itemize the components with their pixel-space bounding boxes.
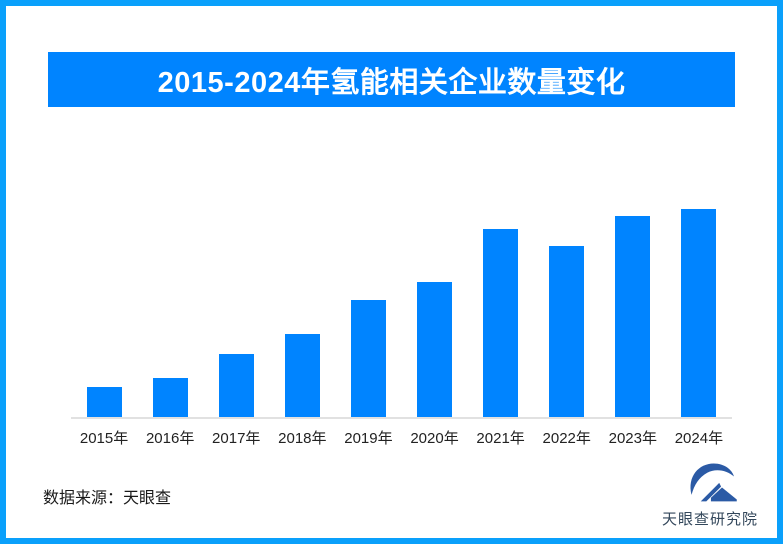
x-axis-tick-label: 2015年 (79, 430, 129, 447)
chart-title: 2015-2024年氢能相关企业数量变化 (157, 66, 626, 99)
bar-slot (335, 205, 401, 417)
bar-2019年 (350, 299, 386, 417)
bar-slot (534, 205, 600, 417)
x-axis-tick-label: 2017年 (212, 430, 261, 447)
bar-slot (666, 205, 732, 417)
x-axis-tick-label: 2021年 (476, 430, 525, 447)
bar-slot (401, 205, 467, 417)
x-axis-tick-label: 2019年 (344, 430, 393, 447)
x-axis-labels: 2015年 2016年 2017年 2018年 2019年 2020年 2021年 2022年… (71, 427, 732, 449)
bar-slot (71, 205, 137, 417)
chart-title-banner: 2015-2024年氢能相关企业数量变化 (48, 52, 735, 107)
x-axis-line (71, 417, 732, 419)
bar-2024年 (681, 209, 717, 417)
bar-slot (468, 205, 534, 417)
x-axis-tick-label: 2020年 (410, 430, 459, 447)
bar-2022年 (549, 246, 585, 417)
bar-slot (269, 205, 335, 417)
bar-2018年 (284, 334, 320, 417)
data-source-note: 数据来源：天眼查 (43, 490, 172, 507)
bar-slot (203, 205, 269, 417)
bar-slot (600, 205, 666, 417)
x-axis-tick-label: 2016年 (145, 430, 195, 447)
x-axis-tick-label: 2023年 (608, 430, 657, 447)
bar-2021年 (483, 228, 519, 417)
bar-slot (137, 205, 203, 417)
tianyancha-logo-icon (690, 463, 737, 502)
bar-2023年 (615, 215, 651, 417)
bar-series (71, 205, 732, 417)
x-axis-tick-label: 2024年 (674, 430, 724, 447)
bar-2015年 (86, 387, 122, 417)
x-axis-tick-label: 2022年 (542, 430, 591, 447)
x-axis-tick-label: 2018年 (278, 430, 327, 447)
logo-text: 天眼查研究院 (661, 511, 758, 528)
bar-2017年 (218, 354, 254, 417)
bar-2016年 (152, 377, 188, 417)
tianyancha-research-logo: 天眼查研究院 (654, 458, 766, 529)
bar-2020年 (417, 282, 453, 417)
